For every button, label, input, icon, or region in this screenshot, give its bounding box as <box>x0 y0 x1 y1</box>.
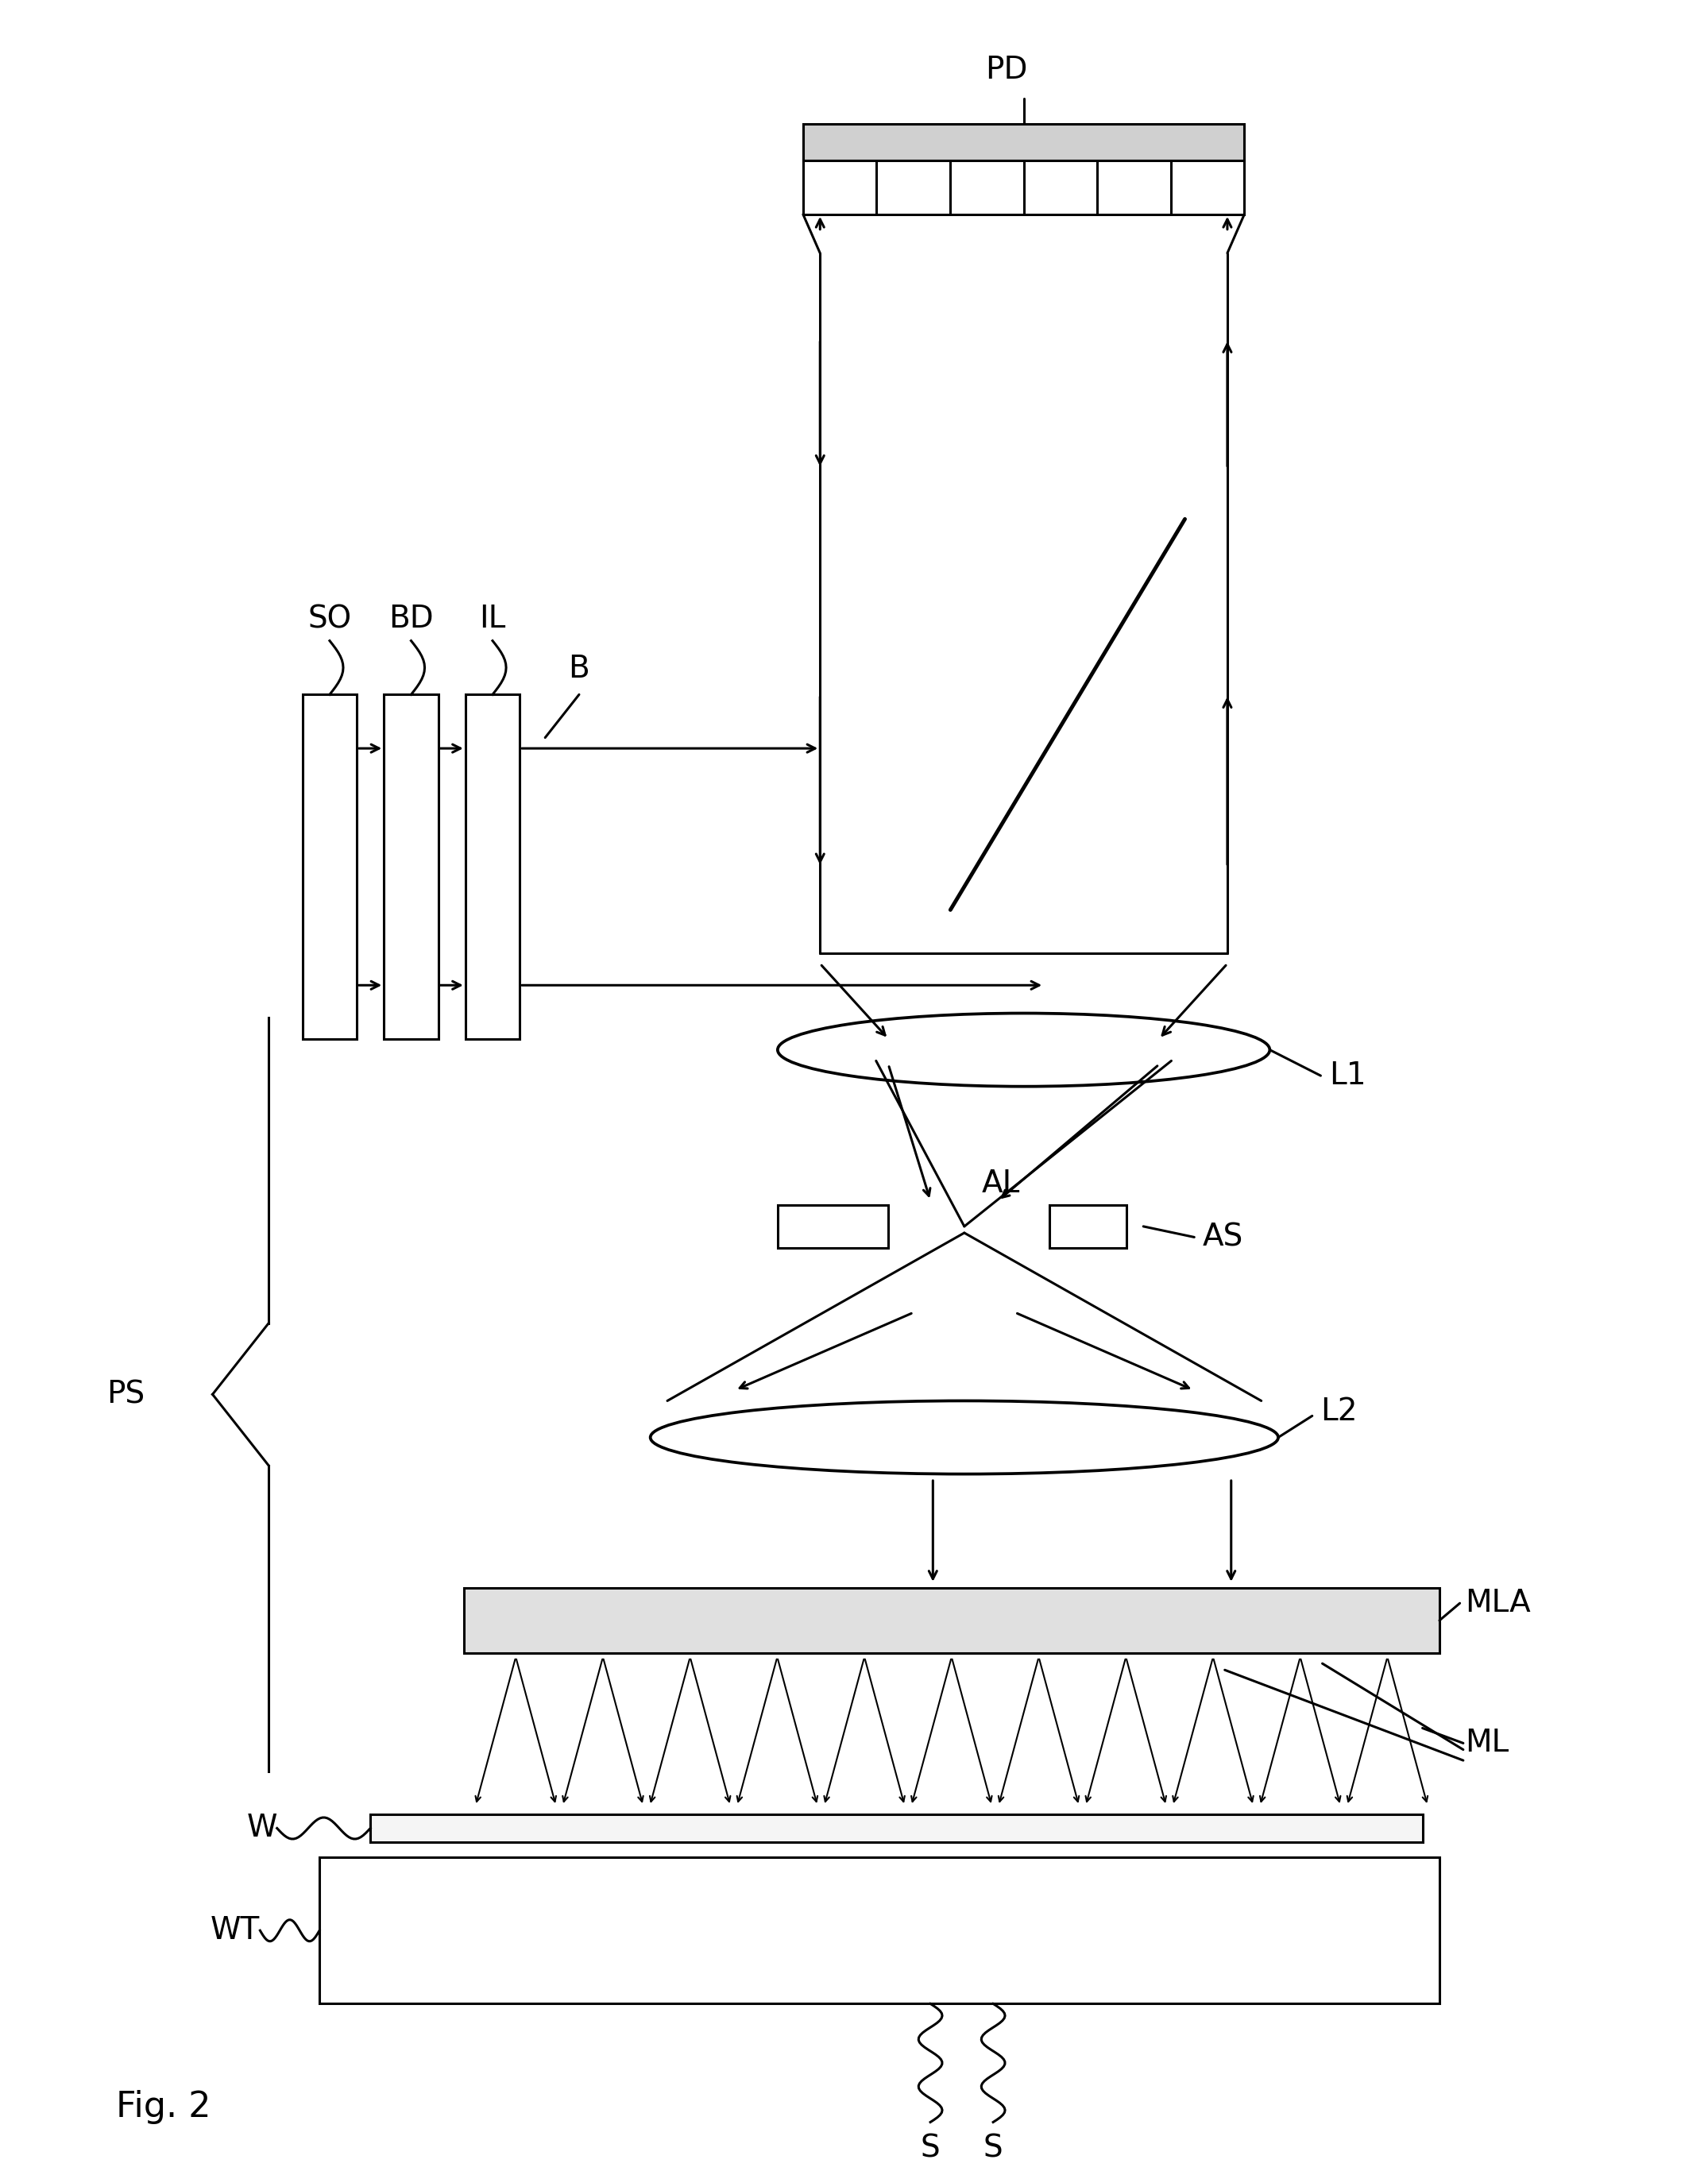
Text: SO: SO <box>307 604 352 634</box>
Bar <box>777 1205 888 1248</box>
Text: AS: AS <box>1202 1222 1243 1253</box>
Bar <box>384 695 439 1040</box>
Text: L1: L1 <box>1329 1062 1366 1090</box>
Bar <box>371 1815 1423 1843</box>
Text: S: S <box>921 2132 939 2162</box>
Text: WT: WT <box>210 1915 260 1945</box>
Text: BD: BD <box>389 604 434 634</box>
Text: MLA: MLA <box>1465 1589 1530 1617</box>
Bar <box>463 1589 1440 1652</box>
Bar <box>803 161 1245 215</box>
Text: IL: IL <box>480 604 506 634</box>
Text: W: W <box>246 1813 277 1843</box>
Text: L2: L2 <box>1320 1396 1358 1426</box>
Text: Fig. 2: Fig. 2 <box>116 2091 210 2123</box>
Bar <box>803 124 1245 161</box>
Bar <box>1049 1205 1126 1248</box>
Bar <box>319 1858 1440 2004</box>
Text: S: S <box>984 2132 1003 2162</box>
Bar <box>465 695 519 1040</box>
Text: PD: PD <box>986 54 1028 85</box>
Text: AL: AL <box>982 1168 1020 1198</box>
Bar <box>302 695 357 1040</box>
Text: ML: ML <box>1465 1728 1508 1759</box>
Text: PS: PS <box>106 1379 145 1409</box>
Text: B: B <box>569 653 589 684</box>
